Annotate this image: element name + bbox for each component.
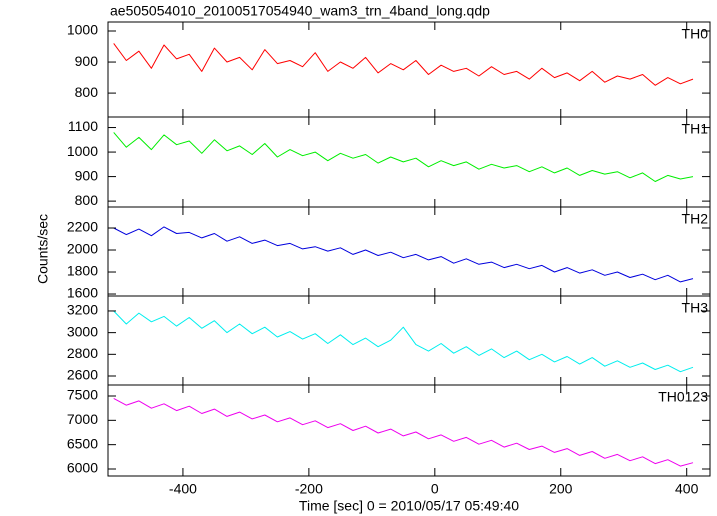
series-label: TH0 [682,26,709,42]
x-tick-label: 0 [431,481,439,497]
x-tick-label: 200 [549,481,573,497]
y-tick-label: 6500 [67,435,98,451]
panel-frame [107,206,711,297]
y-axis-label: Counts/sec [35,214,51,284]
y-tick-label: 900 [75,53,99,69]
y-tick-label: 2600 [67,367,98,383]
data-line [113,43,694,86]
chart-title: ae505054010_20100517054940_wam3_trn_4ban… [110,3,490,19]
data-line [113,397,694,467]
y-tick-label: 800 [75,192,99,208]
y-tick-label: 6000 [67,460,98,476]
panel-frame [107,21,711,118]
x-tick-label: 400 [675,481,699,497]
data-line [113,132,694,182]
panel-frame [107,116,711,208]
x-tick-label: -200 [295,481,323,497]
y-tick-label: 1100 [68,118,98,134]
series-label: TH1 [682,121,709,137]
y-tick-label: 2800 [67,345,98,361]
y-tick-label: 1800 [67,263,98,279]
series-label: TH0123 [658,389,708,405]
y-tick-label: 1000 [67,143,98,159]
series-label: TH2 [682,211,709,227]
y-tick-label: 1000 [67,22,98,38]
panel-frame [107,384,711,477]
y-tick-label: 3000 [67,323,98,339]
x-axis-label: Time [sec] 0 = 2010/05/17 05:49:40 [299,498,519,514]
x-tick-label: -400 [169,481,197,497]
y-tick-label: 2000 [67,241,98,257]
y-tick-label: 7000 [67,411,98,427]
y-tick-label: 7500 [67,387,98,403]
y-tick-label: 1600 [67,285,98,301]
data-line [113,226,694,283]
data-line [113,310,694,373]
panel-frame [107,295,711,386]
y-tick-label: 800 [75,84,99,100]
y-tick-label: 2200 [67,219,98,235]
series-label: TH3 [682,300,709,316]
y-tick-label: 900 [75,167,99,183]
y-tick-label: 3200 [67,302,98,318]
